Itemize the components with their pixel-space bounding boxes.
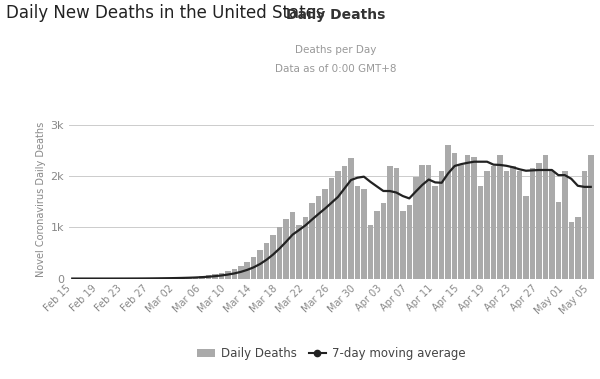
Bar — [380, 202, 386, 279]
Bar — [484, 171, 490, 279]
Y-axis label: Novel Coronavirus Daily Deaths: Novel Coronavirus Daily Deaths — [37, 121, 46, 277]
Text: Daily Deaths: Daily Deaths — [286, 8, 386, 22]
Bar — [283, 219, 289, 279]
Bar — [322, 189, 328, 279]
Bar — [257, 250, 263, 279]
Bar — [569, 222, 574, 279]
Bar — [186, 277, 191, 279]
Bar — [530, 168, 535, 279]
Text: Daily New Deaths in the United States: Daily New Deaths in the United States — [6, 4, 325, 22]
Bar — [303, 217, 308, 279]
Bar — [433, 186, 438, 279]
Bar — [581, 171, 587, 279]
Bar — [458, 164, 464, 279]
Bar — [173, 278, 179, 279]
Bar — [556, 202, 561, 279]
Bar — [355, 186, 360, 279]
Bar — [465, 155, 470, 279]
Text: Deaths per Day: Deaths per Day — [295, 45, 377, 55]
Bar — [510, 166, 516, 279]
Bar — [426, 164, 431, 279]
Bar — [335, 171, 341, 279]
Bar — [523, 196, 529, 279]
Bar — [562, 171, 568, 279]
Bar — [271, 235, 276, 279]
Bar — [310, 202, 315, 279]
Bar — [445, 145, 451, 279]
Bar — [193, 277, 198, 279]
Bar — [387, 166, 392, 279]
Bar — [536, 163, 542, 279]
Bar — [472, 157, 477, 279]
Bar — [225, 271, 230, 279]
Bar — [179, 277, 185, 279]
Bar — [167, 278, 172, 279]
Bar — [264, 243, 269, 279]
Bar — [394, 168, 399, 279]
Bar — [400, 211, 406, 279]
Bar — [549, 171, 554, 279]
Bar — [251, 257, 256, 279]
Bar — [160, 278, 166, 279]
Bar — [439, 171, 445, 279]
Bar — [504, 171, 509, 279]
Bar — [154, 278, 159, 279]
Bar — [542, 155, 548, 279]
Bar — [212, 274, 218, 279]
Bar — [329, 179, 334, 279]
Bar — [218, 273, 224, 279]
Bar — [244, 262, 250, 279]
Bar — [588, 155, 593, 279]
Bar — [361, 189, 367, 279]
Bar — [316, 196, 321, 279]
Bar — [497, 155, 503, 279]
Bar — [407, 205, 412, 279]
Bar — [491, 166, 496, 279]
Bar — [575, 217, 581, 279]
Bar — [374, 211, 380, 279]
Bar — [232, 269, 237, 279]
Bar — [277, 227, 283, 279]
Bar — [368, 225, 373, 279]
Bar — [296, 225, 302, 279]
Bar — [290, 212, 295, 279]
Bar — [413, 177, 419, 279]
Bar — [348, 158, 353, 279]
Bar — [517, 171, 522, 279]
Bar — [206, 275, 211, 279]
Legend: Daily Deaths, 7-day moving average: Daily Deaths, 7-day moving average — [193, 343, 470, 365]
Text: Data as of 0:00 GMT+8: Data as of 0:00 GMT+8 — [275, 64, 397, 74]
Bar — [452, 153, 457, 279]
Bar — [199, 276, 205, 279]
Bar — [478, 186, 484, 279]
Bar — [342, 166, 347, 279]
Bar — [238, 266, 244, 279]
Bar — [419, 164, 425, 279]
